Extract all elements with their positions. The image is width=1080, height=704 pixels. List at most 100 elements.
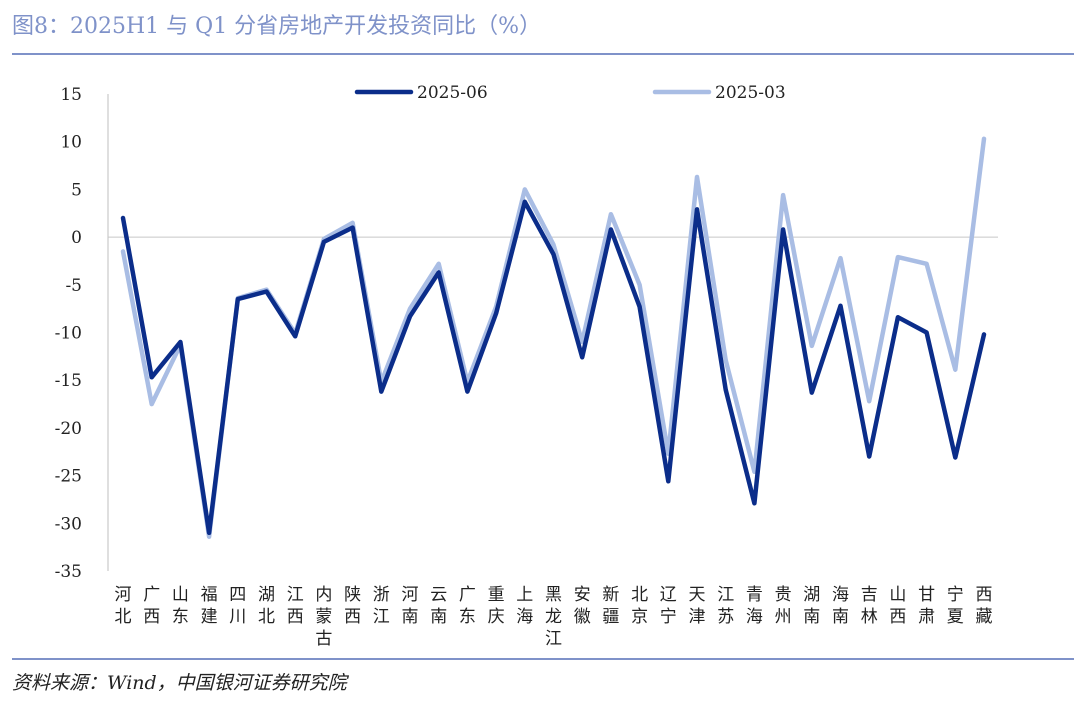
x-category-label: 安徽	[574, 585, 591, 627]
x-category-char: 肃	[918, 607, 935, 627]
x-category-char: 庆	[488, 607, 505, 627]
x-category-char: 广	[459, 585, 476, 605]
x-category-label: 天津	[689, 585, 706, 627]
x-category-label: 海南	[832, 585, 849, 627]
legend-label: 2025-03	[715, 83, 786, 103]
x-category-char: 江	[717, 585, 734, 605]
y-tick-label: -35	[55, 562, 82, 582]
x-category-char: 江	[373, 607, 390, 627]
y-tick-label: -25	[55, 467, 82, 487]
x-category-label: 广东	[459, 585, 476, 627]
x-category-char: 川	[229, 607, 246, 627]
x-category-char: 东	[459, 607, 476, 627]
y-tick-label: -20	[55, 419, 82, 439]
x-category-char: 江	[545, 629, 562, 649]
x-category-char: 安	[574, 585, 591, 605]
x-category-label: 黑龙江	[545, 585, 562, 649]
y-tick-label: 0	[71, 228, 82, 248]
x-category-char: 龙	[545, 607, 562, 627]
y-tick-label: -30	[55, 514, 82, 534]
y-tick-label: 15	[60, 85, 82, 105]
x-category-char: 西	[287, 607, 304, 627]
x-category-char: 陕	[344, 585, 361, 605]
x-category-char: 海	[832, 585, 849, 605]
x-category-char: 夏	[947, 607, 964, 627]
x-category-char: 南	[803, 607, 820, 627]
legend-label: 2025-06	[417, 83, 488, 103]
x-category-label: 辽宁	[660, 585, 677, 627]
x-category-char: 河	[115, 585, 132, 605]
x-category-label: 福建	[201, 585, 218, 627]
x-category-char: 山	[889, 585, 906, 605]
x-category-label: 湖南	[803, 585, 820, 627]
x-category-label: 江苏	[717, 585, 734, 627]
x-category-char: 西	[889, 607, 906, 627]
x-category-label: 吉林	[861, 585, 878, 627]
x-category-char: 林	[861, 607, 878, 627]
x-category-label: 陕西	[344, 585, 361, 627]
x-category-char: 藏	[976, 607, 993, 627]
x-category-char: 北	[631, 585, 648, 605]
y-tick-label: -5	[65, 276, 82, 296]
x-category-label: 上海	[516, 585, 533, 627]
x-category-char: 州	[775, 607, 792, 627]
footer-rule	[12, 658, 1074, 660]
x-category-label: 广西	[143, 585, 160, 627]
x-category-char: 黑	[545, 585, 562, 605]
x-category-char: 河	[402, 585, 419, 605]
x-category-char: 浙	[373, 585, 390, 605]
y-axis: 15 10 5 0 -5 -10 -15 -20 -25 -30 -35	[55, 85, 998, 582]
x-category-char: 古	[315, 629, 332, 649]
y-tick-label: -10	[55, 324, 82, 344]
x-category-char: 青	[746, 585, 763, 605]
x-category-char: 贵	[775, 585, 792, 605]
x-category-char: 云	[430, 585, 447, 605]
x-category-char: 南	[832, 607, 849, 627]
x-category-char: 新	[602, 585, 619, 605]
x-category-char: 吉	[861, 585, 878, 605]
x-category-char: 上	[516, 585, 533, 605]
legend: 2025-06 2025-03	[354, 83, 786, 103]
x-category-label: 浙江	[373, 585, 390, 627]
x-category-char: 津	[689, 607, 706, 627]
x-category-char: 重	[488, 585, 505, 605]
source-note: 资料来源：Wind，中国银河证券研究院	[12, 672, 347, 694]
x-category-char: 京	[631, 607, 648, 627]
x-category-char: 西	[344, 607, 361, 627]
x-category-label: 河北	[115, 585, 132, 627]
x-category-char: 江	[287, 585, 304, 605]
x-category-char: 徽	[574, 607, 591, 627]
x-axis: 河北广西山东福建四川湖北江西内蒙古陕西浙江河南云南广东重庆上海黑龙江安徽新疆北京…	[115, 585, 993, 649]
x-category-char: 甘	[918, 585, 935, 605]
header-rule	[12, 53, 1074, 55]
x-category-label: 云南	[430, 585, 447, 627]
x-category-char: 宁	[660, 607, 677, 627]
x-category-label: 甘肃	[918, 585, 935, 627]
x-category-char: 南	[402, 607, 419, 627]
x-category-char: 东	[172, 607, 189, 627]
y-tick-label: -15	[55, 371, 82, 391]
x-category-char: 南	[430, 607, 447, 627]
x-category-char: 西	[143, 607, 160, 627]
x-category-char: 湖	[258, 585, 275, 605]
x-category-char: 北	[115, 607, 132, 627]
x-category-label: 湖北	[258, 585, 275, 627]
x-category-char: 山	[172, 585, 189, 605]
x-category-label: 江西	[287, 585, 304, 627]
x-category-char: 苏	[717, 607, 734, 627]
x-category-label: 宁夏	[947, 585, 964, 627]
x-category-label: 新疆	[602, 585, 619, 627]
series-line-2025-03	[120, 136, 987, 539]
x-category-char: 天	[689, 585, 706, 605]
x-category-char: 广	[143, 585, 160, 605]
x-category-char: 福	[201, 585, 218, 605]
x-category-label: 内蒙古	[315, 585, 332, 649]
x-category-char: 内	[315, 585, 332, 605]
x-category-char: 湖	[803, 585, 820, 605]
x-category-char: 西	[976, 585, 993, 605]
x-category-char: 北	[258, 607, 275, 627]
x-category-char: 蒙	[315, 607, 332, 627]
y-tick-label: 5	[71, 180, 82, 200]
x-category-label: 贵州	[775, 585, 792, 627]
